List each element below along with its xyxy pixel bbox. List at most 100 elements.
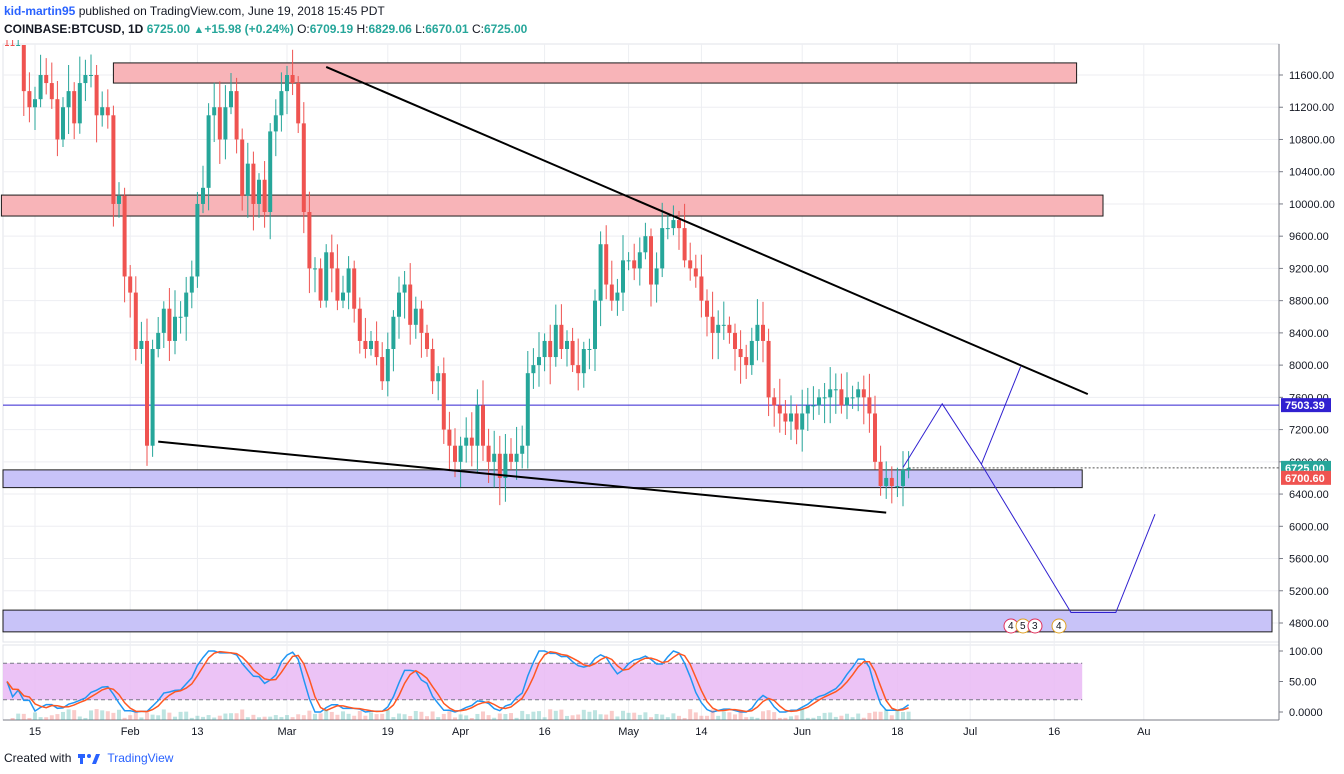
volume-bar: [133, 712, 138, 720]
resistance-zone[interactable]: [0, 194, 1104, 217]
volume-bar: [335, 714, 340, 720]
candle-body: [716, 324, 721, 333]
pattern-label: 5: [1020, 621, 1026, 632]
candle-body: [223, 107, 228, 140]
volume-bar: [223, 713, 228, 720]
candle-body: [391, 316, 396, 349]
volume-bar: [850, 717, 855, 720]
volume-bar: [615, 716, 620, 720]
stoch-band: [3, 663, 1083, 700]
candle-body: [212, 107, 217, 116]
volume-bar: [122, 717, 127, 720]
candle-body: [867, 397, 872, 414]
candle-body: [548, 340, 553, 358]
volume-bar: [229, 713, 233, 720]
volume-bar: [341, 711, 345, 720]
y-tick-label: 7200.00: [1289, 425, 1329, 437]
candle-body: [133, 292, 138, 349]
volume-bar: [313, 713, 317, 720]
upper-trendline[interactable]: [325, 66, 1089, 396]
support-zone[interactable]: [2, 609, 1273, 633]
stoch-d-line: [6, 650, 909, 713]
volume-bar: [693, 712, 698, 720]
y-tick-label: 8400.00: [1289, 328, 1329, 340]
volume-bar: [481, 711, 485, 720]
price-chart[interactable]: 11600.00 11200.00 10800.00 10400.00 10000.00…: [0, 40, 1344, 748]
volume-bar: [458, 714, 463, 720]
volume-bar: [201, 716, 205, 720]
candle-body: [335, 268, 340, 301]
volume-bar: [873, 711, 877, 720]
volume-bar: [486, 715, 491, 720]
candle-body: [89, 75, 93, 76]
candle-body: [475, 405, 480, 446]
candle-body: [341, 292, 345, 301]
projection-path[interactable]: [902, 366, 1022, 468]
candle-body: [453, 445, 457, 462]
candle-body: [352, 268, 357, 309]
volume-bar: [677, 715, 681, 720]
volume-bar: [369, 712, 373, 720]
pattern-marker: [1027, 618, 1043, 634]
candle-body: [117, 195, 121, 204]
volume-bar: [727, 712, 732, 720]
resistance-zone[interactable]: [112, 62, 1078, 84]
volume-bar: [195, 715, 200, 720]
volume-bar: [397, 713, 401, 720]
volume-bar: [531, 711, 536, 720]
volume-bar: [447, 711, 452, 720]
candle-body: [173, 316, 177, 341]
candle-body: [581, 349, 586, 374]
candle-body: [721, 324, 726, 326]
candle-body: [531, 365, 536, 374]
candle-body: [632, 260, 637, 269]
price-tag-label: 7503.39: [1285, 400, 1325, 412]
candle-body: [234, 91, 239, 140]
candle-body: [570, 340, 575, 366]
volume-bar: [553, 710, 558, 720]
projection-path-down[interactable]: [980, 463, 1156, 613]
candle-body: [61, 107, 65, 140]
candle-body: [553, 324, 558, 358]
volume-bar: [637, 714, 642, 720]
candle-body: [469, 437, 474, 446]
volume-bar: [419, 711, 424, 720]
candle-body: [525, 373, 530, 446]
lower-trendline[interactable]: [158, 440, 887, 514]
volume-bar: [139, 717, 144, 720]
volume-bar: [380, 713, 385, 720]
author-name[interactable]: kid-martin95: [4, 4, 76, 18]
candle-body: [738, 349, 743, 358]
candle-body: [833, 389, 838, 391]
candle-body: [497, 453, 502, 478]
volume-bar: [839, 715, 844, 720]
price-change: +15.98 (+0.24%): [204, 22, 294, 36]
candle-body: [621, 260, 625, 293]
candle-body: [559, 324, 564, 349]
candle-body: [626, 260, 631, 262]
candle-body: [839, 389, 844, 406]
candle-body: [38, 75, 43, 100]
tradingview-brand[interactable]: TradingView: [107, 751, 174, 765]
volume-bar: [184, 711, 189, 720]
volume-bar: [581, 709, 586, 720]
volume-bar: [587, 711, 592, 720]
candle-body: [77, 83, 82, 124]
volume-bar: [542, 717, 547, 720]
volume-bar: [10, 717, 15, 720]
candle-body: [290, 75, 295, 84]
candle-body: [100, 107, 105, 116]
candle-body: [693, 268, 698, 277]
volume-bar: [391, 717, 396, 720]
volume-bar: [901, 712, 905, 720]
candle-body: [402, 284, 407, 293]
candle-body: [514, 453, 519, 462]
candle-body: [441, 373, 446, 430]
candle-body: [576, 365, 581, 374]
volume-bar: [16, 713, 21, 720]
volume-bar: [128, 715, 133, 720]
candle-body: [542, 340, 547, 358]
candle-body: [307, 212, 312, 269]
volume-bar: [49, 715, 54, 720]
published-text: published on TradingView.com, June 19, 2…: [78, 4, 385, 18]
